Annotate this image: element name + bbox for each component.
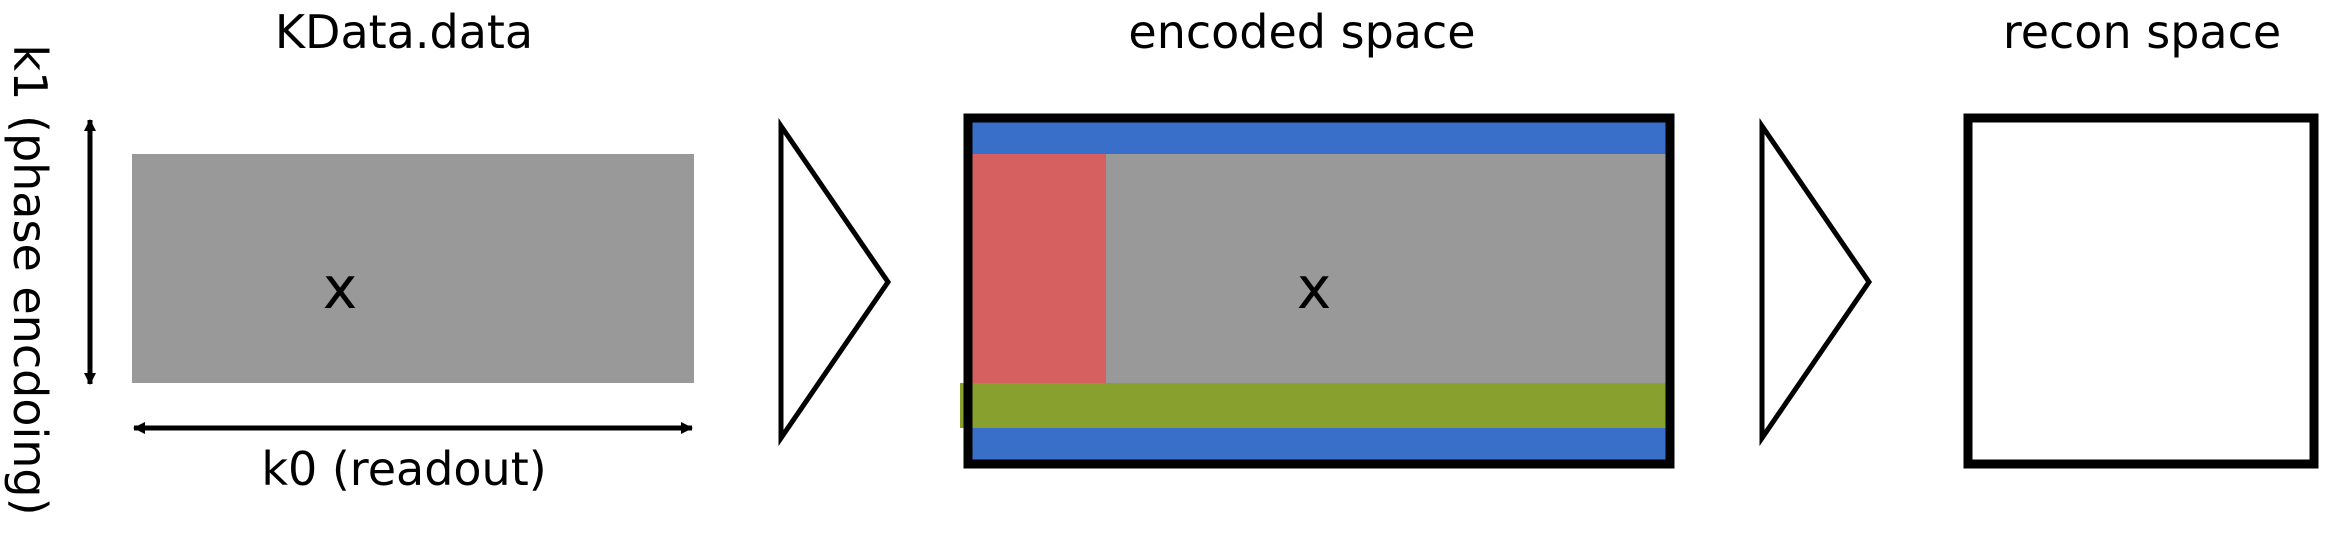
k0-axis-label: k0 (readout) [261, 442, 546, 496]
encoded-lower-band [960, 383, 1672, 428]
k0-axis: k0 (readout) [133, 422, 693, 496]
recon-title: recon space [2003, 5, 2281, 59]
encoded-mark: x [1297, 254, 1331, 322]
transform-arrow-1 [778, 117, 892, 447]
encoded-left-block [968, 154, 1106, 383]
encoded-panel: encoded space x [960, 5, 1675, 469]
k1-axis: k1 (phase encdoing) [3, 44, 96, 516]
recon-frame [1963, 113, 2319, 469]
encoded-title: encoded space [1128, 5, 1475, 59]
kdata-block [132, 154, 694, 383]
encoded-frame [963, 113, 1675, 469]
kdata-mark: x [323, 254, 357, 322]
kdata-panel: KData.data x [132, 5, 694, 383]
recon-panel: recon space [1963, 5, 2319, 469]
k1-axis-label: k1 (phase encdoing) [3, 44, 57, 515]
transform-arrow-2 [1759, 117, 1873, 447]
kdata-title: KData.data [275, 5, 533, 59]
